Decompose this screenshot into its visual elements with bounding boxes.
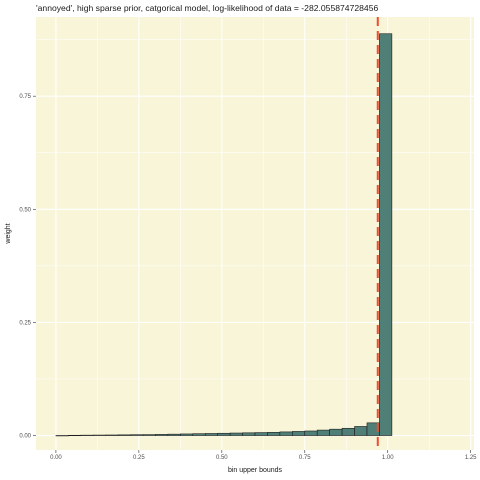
x-tick-label: 1.00 bbox=[382, 455, 394, 461]
histogram-bar bbox=[229, 432, 243, 436]
histogram-bar bbox=[267, 432, 281, 436]
histogram-bar bbox=[304, 430, 318, 436]
histogram-bar bbox=[204, 433, 218, 436]
histogram-bar bbox=[117, 434, 131, 436]
histogram-bar bbox=[192, 433, 206, 436]
x-tick-label: 1.25 bbox=[465, 455, 477, 461]
histogram-bar bbox=[180, 433, 194, 436]
histogram-bar bbox=[279, 431, 293, 436]
x-axis-title: bin upper bounds bbox=[228, 467, 283, 474]
x-tick-label: 0.50 bbox=[216, 455, 228, 461]
histogram-bar bbox=[105, 434, 119, 436]
y-tick-label: 0.75 bbox=[19, 94, 31, 100]
histogram-bar bbox=[354, 426, 368, 436]
histogram-bar bbox=[142, 434, 156, 436]
y-axis-title: weight bbox=[5, 223, 12, 244]
y-tick-label: 0.50 bbox=[19, 207, 31, 213]
y-tick-label: 0.00 bbox=[19, 434, 31, 440]
histogram-bar bbox=[341, 427, 355, 436]
y-axis-ticks: 0.00 0.25 0.50 0.75 bbox=[19, 94, 36, 440]
histogram-bar bbox=[316, 429, 330, 436]
histogram-bar bbox=[217, 432, 231, 436]
histogram-bar bbox=[242, 432, 256, 436]
histogram-bar bbox=[254, 432, 268, 436]
plot-panel bbox=[36, 17, 474, 450]
histogram-bar bbox=[167, 433, 181, 436]
histogram-bar bbox=[379, 33, 393, 436]
bars bbox=[55, 33, 393, 437]
y-tick-label: 0.25 bbox=[19, 320, 31, 326]
histogram-bar bbox=[329, 428, 343, 436]
x-tick-label: 0.00 bbox=[50, 455, 62, 461]
x-tick-label: 0.25 bbox=[133, 455, 145, 461]
chart-title: 'annoyed', high sparse prior, catgorical… bbox=[36, 3, 379, 13]
x-axis-ticks: 0.00 0.25 0.50 0.75 1.00 1.25 bbox=[50, 450, 477, 461]
x-tick-label: 0.75 bbox=[299, 455, 311, 461]
histogram-bar bbox=[155, 434, 169, 436]
histogram-bar bbox=[130, 434, 144, 436]
histogram-bar bbox=[292, 431, 306, 436]
